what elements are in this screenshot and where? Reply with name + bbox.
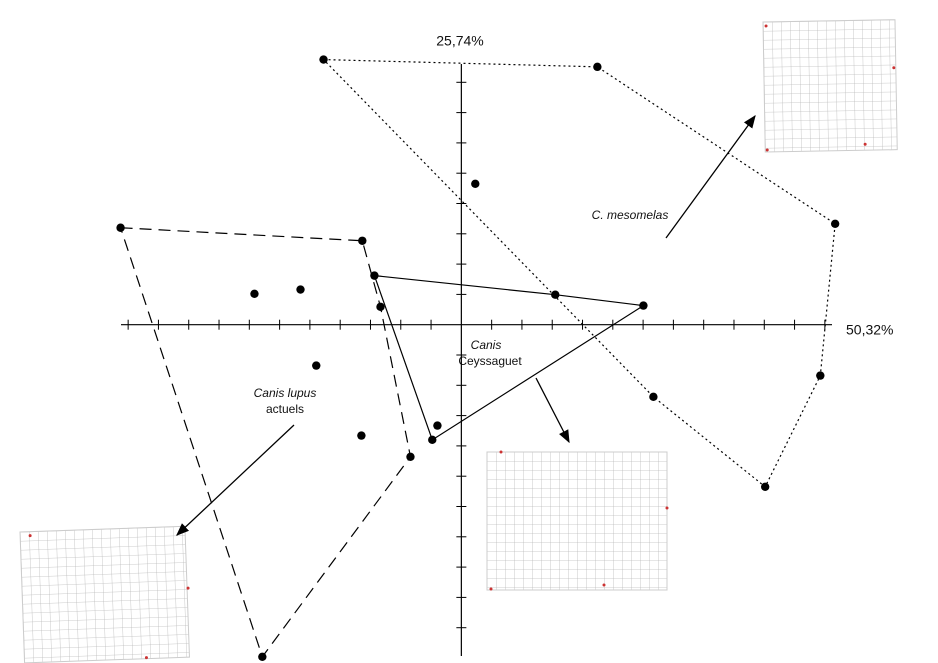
point — [649, 392, 658, 402]
point — [376, 302, 385, 312]
point — [639, 301, 648, 310]
point — [370, 271, 379, 280]
point — [428, 435, 437, 445]
point — [406, 452, 415, 462]
annotation: Canis — [471, 338, 502, 352]
x-axis-label: 50,32% — [846, 322, 893, 338]
annotation: C. mesomelas — [592, 208, 669, 222]
point — [760, 482, 770, 492]
hull — [322, 58, 836, 488]
point — [250, 289, 259, 298]
y-axis-label: 25,74% — [436, 33, 483, 49]
point — [551, 290, 560, 299]
hull — [119, 227, 412, 659]
deformation-grid — [762, 19, 898, 153]
point — [593, 62, 602, 72]
point — [471, 179, 480, 189]
deformation-grid — [19, 525, 190, 663]
point — [296, 285, 305, 294]
deformation-grid — [486, 450, 669, 591]
annotation: Ceyssaguet — [458, 354, 522, 368]
point — [258, 652, 267, 661]
point — [816, 371, 825, 380]
point — [312, 361, 321, 370]
point — [830, 219, 840, 229]
arrows — [176, 114, 756, 536]
point — [358, 236, 367, 245]
point — [319, 55, 328, 64]
annotation: Canis lupus — [254, 386, 317, 400]
point — [116, 223, 125, 232]
point — [357, 431, 366, 440]
point — [433, 421, 442, 430]
annotation: actuels — [266, 402, 304, 416]
